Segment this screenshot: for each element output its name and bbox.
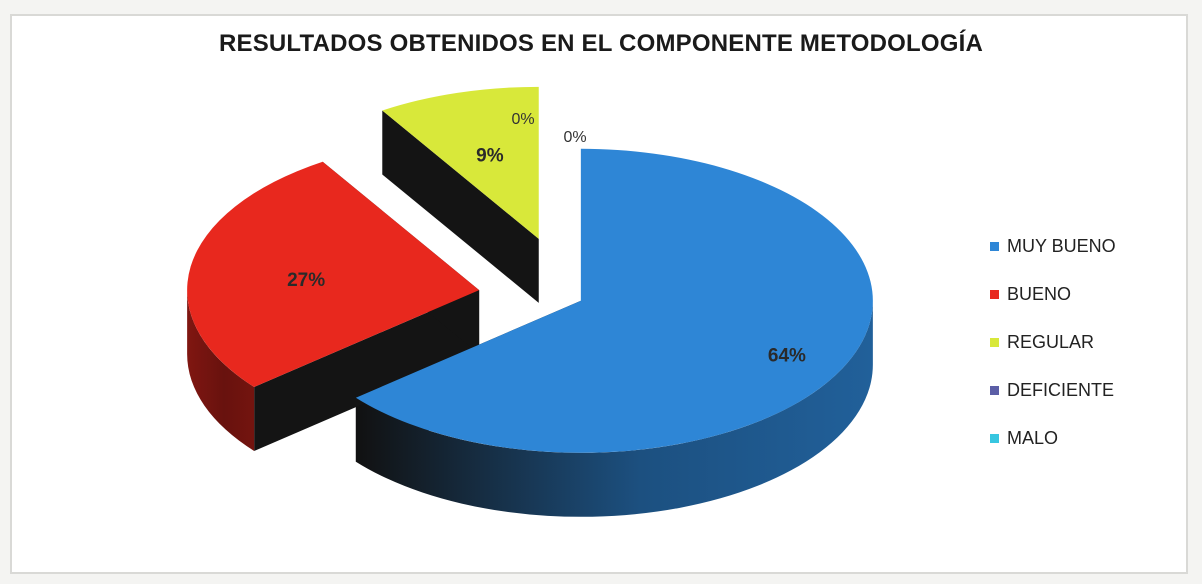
- pie-slice-regular: [382, 86, 539, 239]
- data-label-muy-bueno: 64%: [768, 345, 806, 366]
- legend-label-muy-bueno: MUY BUENO: [1007, 235, 1116, 256]
- legend-item-bueno: BUENO: [990, 270, 1116, 318]
- legend-label-regular: REGULAR: [1007, 331, 1095, 352]
- pie-tops: [187, 86, 873, 453]
- legend-swatch-bueno: [990, 289, 999, 299]
- legend-swatch-muy-bueno: [990, 241, 999, 251]
- legend-label-deficiente: DEFICIENTE: [1007, 379, 1115, 400]
- pie-wall-regular-0: [382, 110, 539, 303]
- pie-side-bueno: [187, 290, 255, 451]
- pie-side-muy-bueno: [355, 300, 873, 517]
- legend-label-malo: MALO: [1007, 427, 1059, 448]
- data-label-regular: 9%: [476, 145, 504, 166]
- pie-labels: 64% 27% 9% 0% 0%: [287, 111, 806, 366]
- legend-swatch-deficiente: [990, 385, 999, 395]
- legend-item-deficiente: DEFICIENTE: [990, 366, 1116, 414]
- legend-swatch-regular: [990, 337, 999, 347]
- data-label-deficiente: 0%: [511, 111, 534, 128]
- pie-slice-bueno: [187, 161, 480, 387]
- legend-label-bueno: BUENO: [1007, 283, 1072, 304]
- legend-swatch-malo: [990, 433, 999, 443]
- legend-item-malo: MALO: [990, 414, 1116, 462]
- chart-legend: MUY BUENO BUENO REGULAR DEFICIENTE MALO: [990, 222, 1116, 462]
- legend-item-muy-bueno: MUY BUENO: [990, 222, 1116, 270]
- data-label-malo: 0%: [563, 129, 586, 146]
- data-label-bueno: 27%: [287, 270, 325, 291]
- pie-wall-bueno-0: [254, 290, 480, 451]
- chart-title: RESULTADOS OBTENIDOS EN EL COMPONENTE ME…: [218, 30, 984, 57]
- pie-slice-muy-bueno: [355, 148, 873, 453]
- legend-item-regular: REGULAR: [990, 318, 1116, 366]
